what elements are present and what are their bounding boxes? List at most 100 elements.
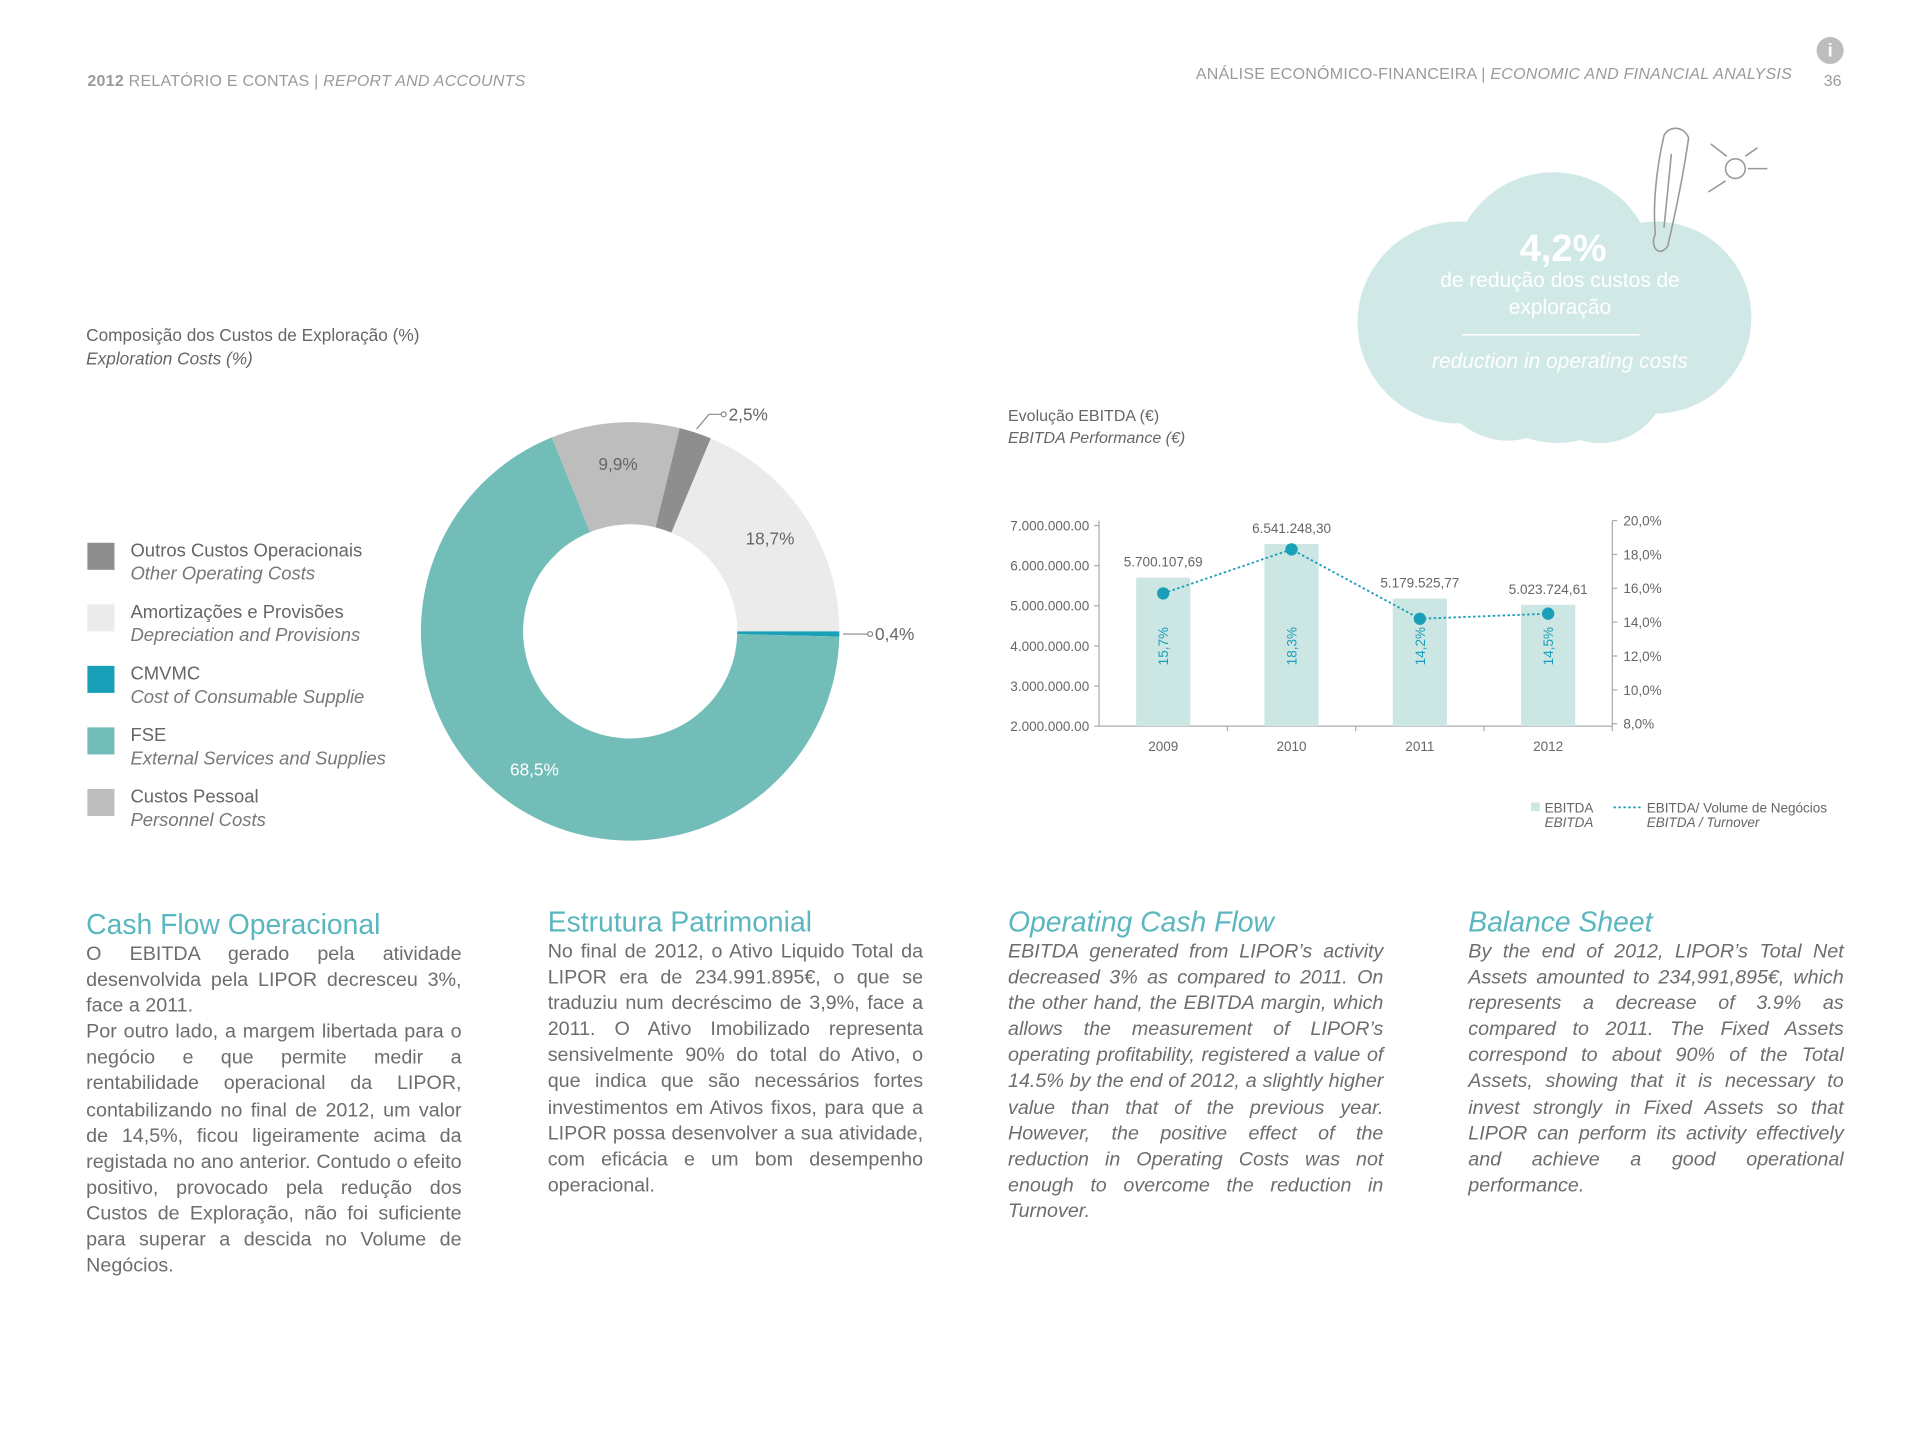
legend-label-en: EBITDA / Turnover: [1647, 815, 1760, 830]
pie-title-block: Composição dos Custos de Exploração (%) E…: [86, 324, 419, 371]
x-tick-label: 2010: [1276, 739, 1306, 754]
header-pt: RELATÓRIO E CONTAS: [128, 71, 310, 90]
pie-slice: [655, 428, 711, 533]
line-value-label: 15,7%: [1156, 627, 1171, 665]
data-label: 0,4%: [875, 624, 914, 644]
column-heading: Operating Cash Flow: [1007, 905, 1274, 938]
y-tick-label: 5.000.000.00: [1010, 599, 1089, 614]
column-heading: Estrutura Patrimonial: [547, 905, 812, 938]
info-icon-label: i: [1828, 40, 1833, 61]
header-separator: |: [1481, 63, 1486, 83]
legend-label: FSE: [130, 724, 166, 745]
header-separator: |: [314, 71, 319, 90]
legend-label: Custos Pessoal: [130, 785, 258, 806]
paragraph: No final de 2012, o Ativo Liquido Total …: [547, 941, 924, 1197]
paragraph: Por outro lado, a margem libertada para …: [86, 1021, 462, 1277]
pie-slice: [420, 437, 840, 841]
chart-subtitle: EBITDA Performance (€): [1007, 428, 1186, 447]
line-point: [1541, 607, 1555, 620]
bar-value-label: 5.179.525,77: [1380, 576, 1459, 591]
pie-slice: [551, 422, 680, 533]
y-tick-label: 7.000.000.00: [1010, 518, 1089, 533]
legend-label: EBITDA/ Volume de Negócios: [1647, 800, 1828, 815]
y-tick-label: 3.000.000.00: [1010, 679, 1089, 694]
legend-swatch: [87, 542, 115, 570]
text-column: Estrutura Patrimonial No final de 2012, o…: [548, 905, 923, 1199]
line: [1162, 548, 1549, 620]
y2-tick-label: 16,0%: [1623, 581, 1661, 596]
chart-title: Composição dos Custos de Exploração (%): [86, 324, 420, 345]
legend-label: EBITDA: [1545, 800, 1594, 815]
line-point: [1157, 587, 1170, 600]
header-en: REPORT AND ACCOUNTS: [323, 71, 526, 90]
line-value-label: 14,5%: [1541, 627, 1556, 665]
line-point: [1285, 543, 1298, 556]
line-point: [1413, 612, 1426, 625]
line-value-label: 18,3%: [1284, 627, 1299, 665]
legend-label-en: External Services and Supplies: [130, 747, 385, 768]
chart-title: Evolução EBITDA (€): [1007, 406, 1160, 425]
leader-line: [696, 413, 724, 430]
data-label: 2,5%: [729, 404, 768, 424]
x-tick-label: 2012: [1533, 739, 1563, 754]
header-left: 2012 RELATÓRIO E CONTAS | REPORT AND ACC…: [87, 71, 525, 89]
y-tick-label: 6.000.000.00: [1010, 559, 1089, 574]
chart-subtitle: Exploration Costs (%): [86, 348, 253, 368]
cloud: [1357, 172, 1752, 444]
y2-tick-label: 10,0%: [1623, 683, 1661, 698]
paragraph: EBITDA generated from LIPOR’s activity d…: [1007, 941, 1384, 1223]
header-right: ANÁLISE ECONÓMICO-FINANCEIRA | ECONOMIC …: [1196, 64, 1792, 82]
header-pt: ANÁLISE ECONÓMICO-FINANCEIRA: [1195, 63, 1477, 83]
pie-slice: [671, 438, 840, 632]
text-column: Cash Flow Operacional O EBITDA gerado pel…: [86, 907, 461, 1279]
text-column: Balance Sheet By the end of 2012, LIPOR’s…: [1468, 905, 1843, 1199]
legend-label: Amortizações e Provisões: [130, 601, 343, 622]
callout-pt: de redução dos custos de exploração: [1440, 268, 1680, 319]
y2-tick-label: 18,0%: [1623, 547, 1661, 562]
y2-tick-label: 14,0%: [1623, 615, 1661, 630]
legend-label-en: Other Operating Costs: [130, 563, 315, 584]
info-icon: [1816, 36, 1844, 64]
bar-value-label: 5.700.107,69: [1124, 555, 1203, 570]
legend-swatch: [87, 727, 115, 755]
y-tick-label: 2.000.000.00: [1010, 719, 1089, 734]
page-number: 36: [1824, 73, 1842, 90]
bar: [1264, 543, 1319, 727]
bar: [1136, 577, 1191, 727]
legend-label-en: Personnel Costs: [130, 809, 265, 830]
column-heading: Balance Sheet: [1468, 905, 1653, 938]
legend-label: Outros Custos Operacionais: [130, 539, 362, 560]
legend-swatch: [87, 788, 115, 816]
y-tick-label: 4.000.000.00: [1010, 639, 1089, 654]
bar-value-label: 5.023.724,61: [1509, 582, 1588, 597]
legend-swatch: [87, 665, 115, 693]
legend-label-en: Cost of Consumable Supplie: [130, 686, 364, 707]
legend-label-en: EBITDA: [1545, 815, 1594, 830]
pie-slice: [737, 631, 840, 637]
legend-label-en: Depreciation and Provisions: [130, 624, 360, 645]
callout-value: 4,2%: [1520, 227, 1607, 270]
header-en: ECONOMIC AND FINANCIAL ANALYSIS: [1490, 63, 1792, 83]
leader-dot: [720, 411, 727, 418]
data-label: 68,5%: [510, 760, 559, 780]
legend-swatch: [1531, 802, 1540, 812]
paragraph: By the end of 2012, LIPOR’s Total Net As…: [1468, 941, 1844, 1197]
bar-value-label: 6.541.248,30: [1252, 521, 1331, 536]
data-label: 9,9%: [598, 454, 637, 474]
line-value-label: 14,2%: [1413, 627, 1428, 665]
header-year: 2012: [87, 71, 124, 90]
paragraph: O EBITDA gerado pela atividade desenvolv…: [86, 943, 462, 1017]
legend-swatch: [87, 604, 115, 632]
legend-label: CMVMC: [130, 662, 200, 683]
bar-title-block: Evolução EBITDA (€) EBITDA Performance (€…: [1008, 405, 1185, 449]
leader-dot: [867, 630, 874, 638]
y2-tick-label: 20,0%: [1623, 514, 1661, 529]
column-heading: Cash Flow Operacional: [86, 908, 381, 941]
x-tick-label: 2009: [1148, 739, 1178, 754]
thermometer-sketch: [1652, 127, 1768, 252]
text-column: Operating Cash Flow EBITDA generated from…: [1008, 905, 1383, 1225]
data-label: 18,7%: [746, 528, 795, 548]
x-tick-label: 2011: [1405, 739, 1434, 754]
